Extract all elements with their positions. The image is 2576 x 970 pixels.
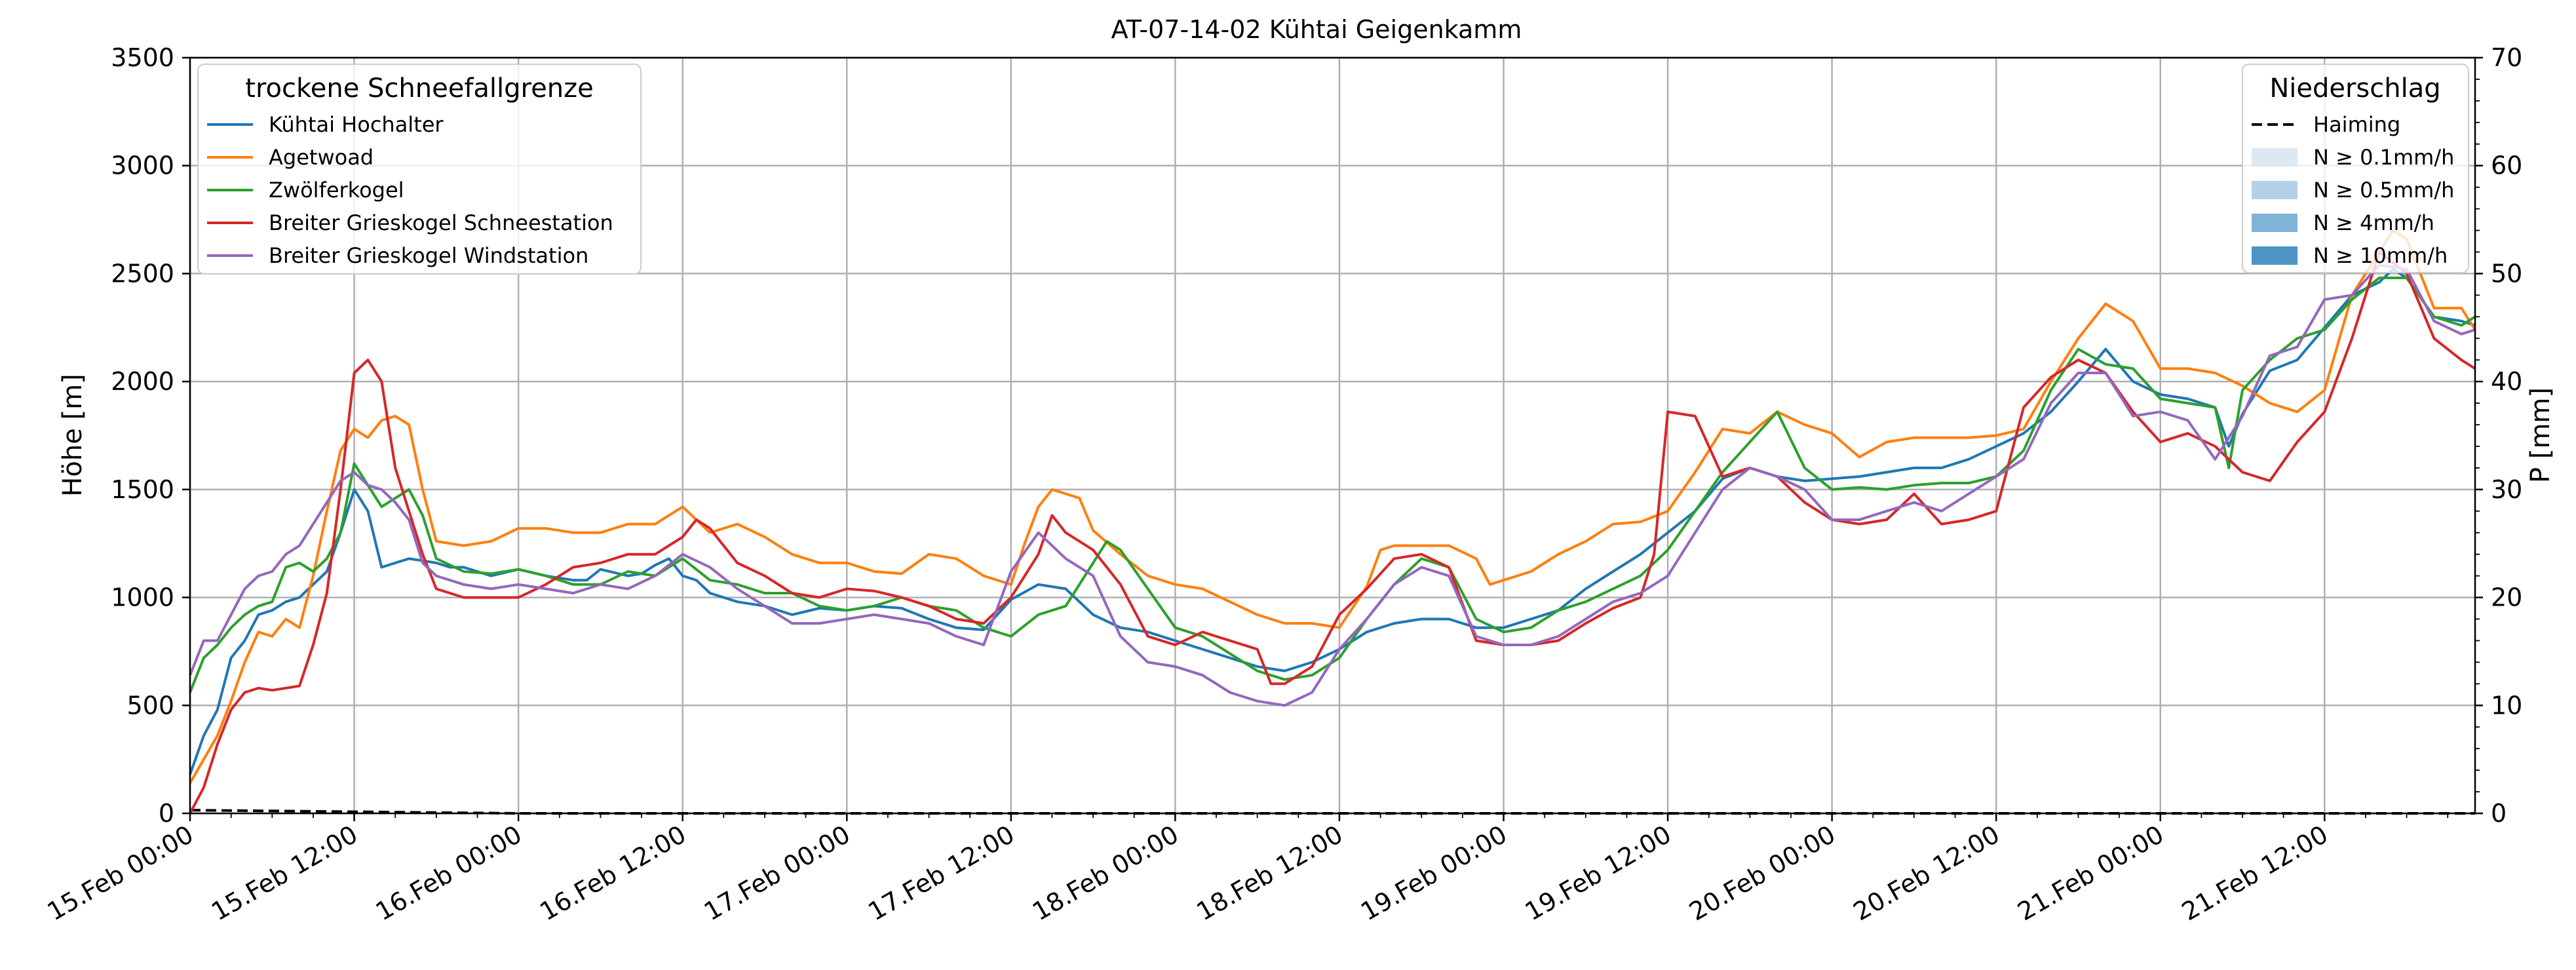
legend-precip-label: N ≥ 0.1mm/h xyxy=(2313,145,2454,170)
legend-precipitation: Niederschlag Haiming N ≥ 0.1mm/h N ≥ 0.5mm… xyxy=(2242,64,2469,273)
y-tick-label: 0 xyxy=(159,799,174,828)
legend-snow-label: Breiter Grieskogel Schneestation xyxy=(269,210,613,235)
y-right-tick-label: 70 xyxy=(2491,43,2522,72)
y-axis-right-label: P [mm] xyxy=(2526,387,2556,483)
y-right-tick-label: 40 xyxy=(2491,367,2522,396)
series-line-4 xyxy=(189,250,2476,814)
legend-snow-label: Zwölferkogel xyxy=(269,178,404,203)
legend-precip-swatch xyxy=(2252,246,2297,265)
legend-precip-swatch xyxy=(2252,214,2297,232)
legend-snow-label: Agetwoad xyxy=(269,145,374,170)
legend-precipitation-title: Niederschlag xyxy=(2269,73,2440,104)
y-axis-label: Höhe [m] xyxy=(58,374,88,496)
plot-frame xyxy=(189,56,2476,815)
legend-precipitation-box xyxy=(2242,64,2469,273)
y-right-tick-label: 30 xyxy=(2491,475,2522,504)
legend-precip-label: Haiming xyxy=(2313,112,2400,137)
y-tick-label: 2000 xyxy=(111,367,174,396)
y-tick-label: 3000 xyxy=(111,151,174,180)
y-tick-label: 2500 xyxy=(111,259,174,288)
y-right-tick-label: 10 xyxy=(2491,691,2522,720)
y-right-tick-label: 60 xyxy=(2491,151,2522,180)
legend-snow-label: Breiter Grieskogel Windstation xyxy=(269,243,588,268)
series-line-3 xyxy=(189,277,2476,693)
y-right-tick-label: 50 xyxy=(2491,259,2522,288)
y-right-tick-label: 20 xyxy=(2491,583,2522,612)
y-tick-label: 1500 xyxy=(111,475,174,504)
legend-snow-label: Kühtai Hochalter xyxy=(269,112,444,137)
legend-snowline: trockene Schneefallgrenze Kühtai Hochalt… xyxy=(197,64,642,275)
chart-title: AT-07-14-02 Kühtai Geigenkamm xyxy=(1111,15,1522,44)
y-right-tick-label: 0 xyxy=(2491,799,2507,828)
y-tick-label: 3500 xyxy=(111,43,174,72)
legend-precip-label: N ≥ 0.5mm/h xyxy=(2313,178,2454,203)
series-line-5 xyxy=(189,263,2476,707)
y-tick-label: 1000 xyxy=(111,583,174,612)
legend-precip-label: N ≥ 4mm/h xyxy=(2313,210,2434,235)
legend-precip-swatch xyxy=(2252,148,2297,166)
legend-precip-swatch xyxy=(2252,181,2297,199)
y-tick-label: 500 xyxy=(126,691,174,720)
series-line-2 xyxy=(189,229,2476,784)
snowline-series xyxy=(189,229,2476,814)
legend-precip-label: N ≥ 10mm/h xyxy=(2313,243,2448,268)
legend-snowline-box xyxy=(197,64,642,275)
legend-snowline-title: trockene Schneefallgrenze xyxy=(245,73,593,104)
